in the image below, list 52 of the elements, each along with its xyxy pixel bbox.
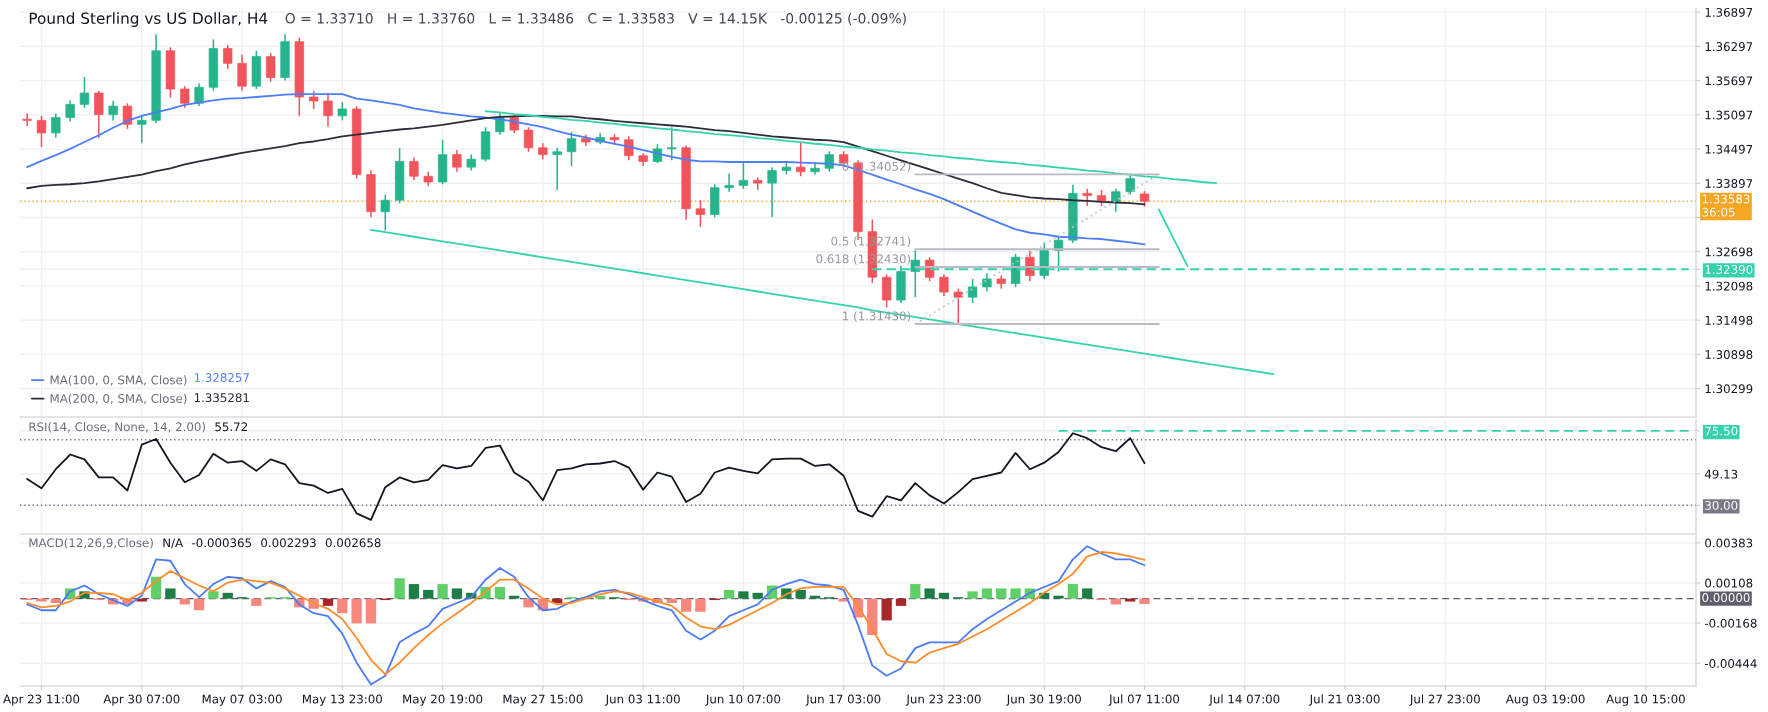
x-tick-label: Aug 03 19:00 (1505, 694, 1585, 706)
y-tick-label: 1.35697 (1705, 76, 1753, 86)
annotation: 1.335281 (194, 393, 249, 403)
y-tick-label: 0.00108 (1705, 578, 1753, 588)
legend-label: MA(100, 0, SMA, Close) (50, 375, 187, 386)
legend-label: MA(200, 0, SMA, Close) (50, 393, 187, 405)
x-tick-label: Jul 21 03:00 (1309, 694, 1380, 706)
x-tick-label: Jun 17 03:00 (805, 694, 881, 706)
chart-subtitle: O = 1.33710 H = 1.33760 L = 1.33486 C = 1.33583 V = 14.15K -0.00125 (-0.09%) (285, 12, 906, 26)
x-tick-label: Jul 27 23:00 (1409, 694, 1480, 706)
y-tick-label: 0.00383 (1705, 538, 1753, 548)
annotation: 0.002293 (261, 538, 316, 548)
annotation: 55.72 (215, 422, 247, 432)
y-tick-label: 1.32098 (1705, 281, 1753, 291)
ref-line-label: 0.00000 (1702, 593, 1750, 603)
x-tick-label: May 07 03:00 (202, 694, 282, 706)
y-tick-label: 1.32698 (1705, 247, 1753, 257)
y-tick-label: 1.30299 (1705, 384, 1753, 394)
ref-line-label: 1.33583 36:05 (1702, 194, 1750, 217)
y-tick-label: 1.34497 (1705, 144, 1753, 154)
x-tick-label: Apr 30 07:00 (103, 694, 180, 706)
y-tick-label: 1.36897 (1705, 7, 1753, 17)
y-tick-label: 30.00 (1705, 500, 1738, 510)
annotation: 1.328257 (194, 373, 249, 383)
y-tick-label: 49.13 (1704, 469, 1738, 479)
chart-title: RSI(14, Close, None, 14, 2.00) (29, 422, 206, 433)
y-tick-label: 75.50 (1705, 426, 1738, 436)
y-tick-label: 1.32390 (1705, 264, 1753, 274)
y-tick-label: 1.36297 (1705, 42, 1753, 52)
annotation: -0.000365 (192, 538, 252, 548)
y-tick-label: -0.00444 (1704, 659, 1757, 668)
y-tick-label: 1.33897 (1705, 179, 1753, 188)
x-tick-label: Jun 10 07:00 (705, 694, 781, 706)
x-tick-label: Apr 23 11:00 (3, 694, 80, 706)
x-tick-label: Jun 23 23:00 (905, 694, 981, 706)
x-tick-label: Aug 10 15:00 (1606, 694, 1685, 706)
y-tick-label: 1.31498 (1705, 315, 1753, 325)
x-tick-label: May 20 19:00 (403, 694, 483, 706)
x-tick-label: Jun 30 19:00 (1006, 694, 1081, 706)
annotation: N/A (163, 538, 184, 549)
series-label: 1 (1.31430) (843, 311, 911, 322)
x-tick-label: May 27 15:00 (503, 694, 583, 706)
chart-title: MACD(12,26,9,Close) (29, 538, 153, 549)
y-tick-label: 1.35097 (1705, 110, 1753, 120)
x-tick-label: Jun 03 11:00 (605, 694, 680, 706)
chart-title: Pound Sterling vs US Dollar, H4 (29, 12, 268, 27)
x-tick-label: May 13 23:00 (302, 694, 382, 706)
y-tick-label: 1.30898 (1705, 350, 1753, 360)
y-tick-label: -0.00168 (1704, 618, 1757, 628)
x-tick-label: Jul 14 07:00 (1208, 694, 1280, 706)
annotation: 0.002658 (325, 538, 381, 548)
x-tick-label: Jul 07 11:00 (1108, 694, 1180, 706)
